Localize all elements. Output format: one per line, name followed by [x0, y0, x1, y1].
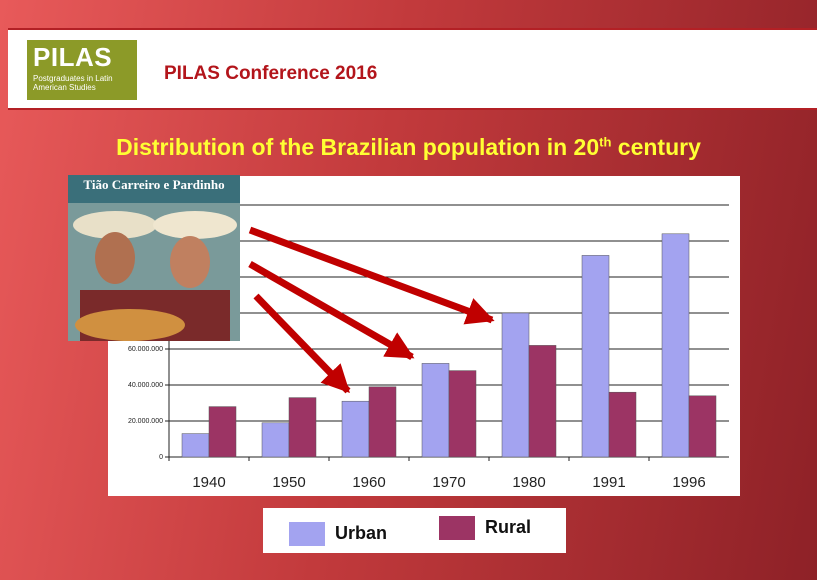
album-title: Tião Carreiro e Pardinho — [83, 177, 224, 192]
x-tick-label: 1991 — [592, 474, 625, 491]
x-tick-label: 1980 — [512, 474, 545, 491]
legend-label: Rural — [485, 517, 531, 537]
x-tick-label: 1996 — [672, 474, 705, 491]
y-tick-label: 40.000.000 — [128, 382, 163, 389]
legend-swatch — [289, 522, 325, 546]
bar — [342, 401, 369, 457]
x-tick-label: 1970 — [432, 474, 465, 491]
bar — [449, 371, 476, 457]
legend: Urban Rural — [263, 508, 566, 553]
bar — [662, 234, 689, 457]
bar — [689, 396, 716, 457]
x-tick-label: 1950 — [272, 474, 305, 491]
bar — [422, 363, 449, 457]
y-tick-label: 0 — [159, 454, 163, 461]
legend-item: Rural — [439, 516, 531, 540]
bar — [369, 387, 396, 457]
bar — [529, 345, 556, 457]
bar — [262, 423, 289, 457]
x-tick-label: 1940 — [192, 474, 225, 491]
legend-item: Urban — [289, 522, 387, 546]
face — [95, 232, 135, 284]
guitar — [75, 309, 185, 341]
hat — [153, 211, 237, 239]
chart: 020.000.00040.000.00060.000.00080.000.00… — [0, 0, 817, 580]
face — [170, 236, 210, 288]
slide: PILAS Postgraduates in Latin American St… — [0, 0, 817, 580]
y-tick-label: 60.000.000 — [128, 346, 163, 353]
bar — [609, 392, 636, 457]
bar — [209, 407, 236, 457]
album: Tião Carreiro e Pardinho — [68, 175, 240, 341]
bar — [289, 398, 316, 457]
legend-label: Urban — [335, 523, 387, 543]
legend-swatch — [439, 516, 475, 540]
bar — [582, 255, 609, 457]
x-tick-label: 1960 — [352, 474, 385, 491]
bar — [182, 434, 209, 457]
y-tick-label: 20.000.000 — [128, 418, 163, 425]
bar — [502, 313, 529, 457]
